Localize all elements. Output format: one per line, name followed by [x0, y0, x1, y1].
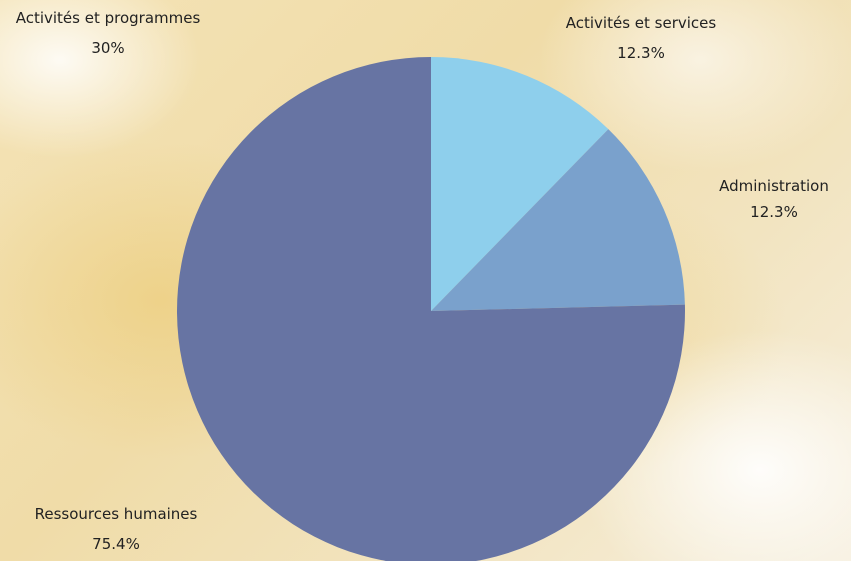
- slice-name-activites-services: Activités et services: [566, 14, 717, 32]
- slice-value-administration: 12.3%: [750, 203, 798, 221]
- slice-name-activites-programmes: Activités et programmes: [16, 9, 201, 27]
- slice-value-ressources-humaines: 75.4%: [92, 535, 140, 553]
- pie-slice-administration: [431, 129, 685, 311]
- slice-label-activites-programmes: Activités et programmes 30%: [16, 9, 201, 57]
- slice-value-activites-programmes: 30%: [91, 39, 124, 57]
- pie-slice-ressources-humaines: [177, 57, 685, 561]
- slice-name-ressources-humaines: Ressources humaines: [35, 505, 198, 523]
- pie-slices: [177, 57, 685, 561]
- slice-label-administration: Administration 12.3%: [719, 177, 829, 221]
- slice-label-activites-services: Activités et services 12.3%: [566, 14, 717, 62]
- pie-slice-activites-et-services: [431, 57, 609, 311]
- slice-name-administration: Administration: [719, 177, 829, 195]
- slice-value-activites-services: 12.3%: [617, 44, 665, 62]
- slice-label-ressources-humaines: Ressources humaines 75.4%: [35, 505, 198, 553]
